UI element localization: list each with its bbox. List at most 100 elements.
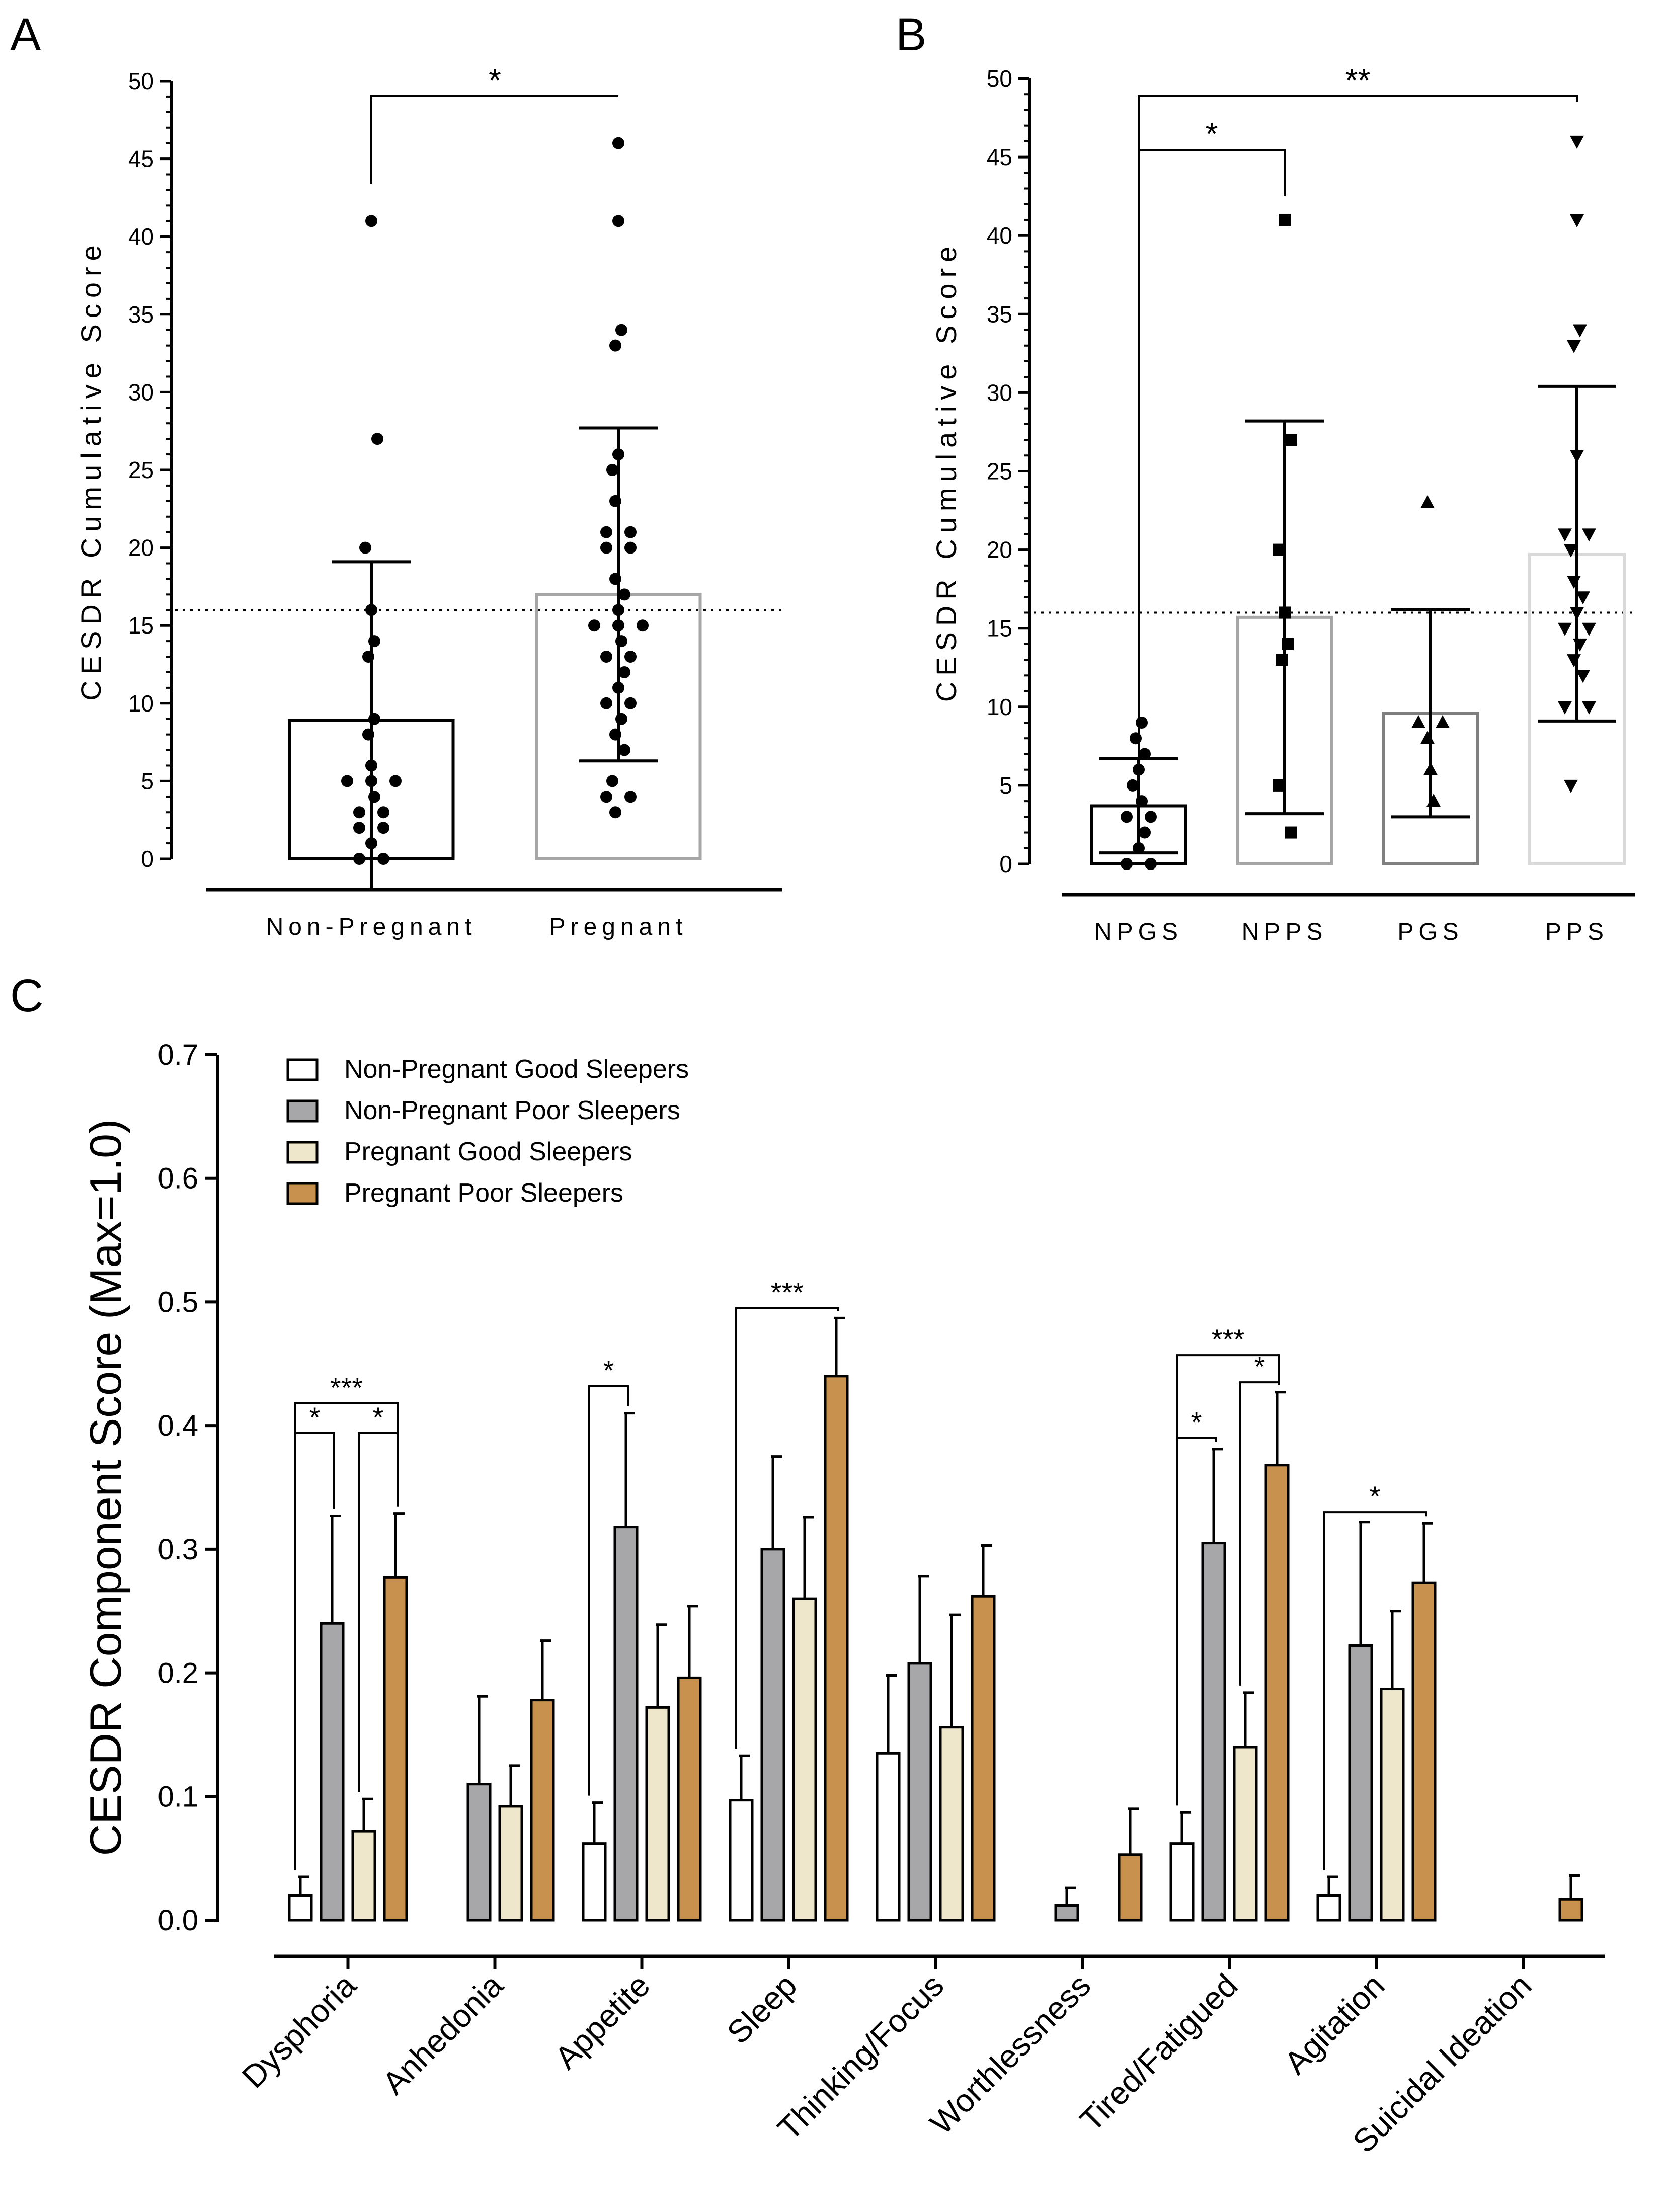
bar bbox=[1380, 1688, 1405, 1922]
y-tick-label: 45 bbox=[987, 144, 1012, 170]
y-tick-label: 0 bbox=[999, 851, 1012, 877]
legend-label: Pregnant Good Sleepers bbox=[344, 1137, 632, 1166]
significance-bracket bbox=[370, 95, 618, 184]
significance-label: * bbox=[1254, 1351, 1265, 1382]
data-point bbox=[1576, 591, 1590, 605]
significance-label: *** bbox=[330, 1372, 363, 1403]
x-category-label: Non-Pregnant bbox=[266, 914, 477, 940]
bar bbox=[1264, 1464, 1290, 1922]
legend-label: Non-Pregnant Good Sleepers bbox=[344, 1055, 689, 1084]
y-tick-label: 0.2 bbox=[157, 1657, 198, 1690]
data-point bbox=[368, 713, 380, 725]
x-category-label: Tired/Fatigued bbox=[1073, 1967, 1244, 2139]
y-axis-title: CESDR Cumulative Score bbox=[930, 241, 962, 702]
y-axis-title: CESDR Cumulative Score bbox=[75, 239, 107, 701]
data-point bbox=[1279, 213, 1291, 226]
significance-label: * bbox=[1191, 1406, 1202, 1438]
data-point bbox=[1582, 528, 1596, 542]
data-point bbox=[365, 604, 377, 616]
data-point bbox=[1276, 654, 1288, 666]
data-point bbox=[362, 651, 374, 663]
data-point bbox=[1567, 654, 1581, 668]
data-point bbox=[1127, 779, 1139, 792]
x-category-label: Pregnant bbox=[549, 914, 688, 940]
x-category-label: Sleep bbox=[720, 1967, 804, 2051]
legend-swatch bbox=[286, 1058, 319, 1081]
bar bbox=[1558, 1898, 1583, 1922]
y-tick-label: 40 bbox=[987, 222, 1012, 249]
data-point bbox=[377, 853, 389, 865]
data-point bbox=[1423, 762, 1438, 775]
x-category-label: NPPS bbox=[1242, 919, 1328, 945]
data-point bbox=[615, 324, 627, 336]
data-point bbox=[365, 775, 377, 787]
data-point bbox=[1420, 731, 1435, 744]
data-point bbox=[624, 651, 637, 663]
bar bbox=[876, 1752, 901, 1922]
data-point bbox=[1121, 811, 1133, 823]
y-tick-label: 30 bbox=[128, 379, 154, 405]
y-tick-label: 20 bbox=[987, 537, 1012, 563]
data-point bbox=[606, 464, 618, 476]
legend-swatch bbox=[286, 1141, 319, 1164]
significance-bracket bbox=[588, 1385, 629, 1796]
significance-bracket bbox=[1138, 149, 1286, 845]
data-point bbox=[609, 495, 621, 507]
x-category-label: NPGS bbox=[1094, 919, 1183, 945]
significance-label: * bbox=[1370, 1480, 1381, 1512]
significance-bracket bbox=[1323, 1511, 1427, 1870]
y-tick-label: 50 bbox=[128, 68, 154, 94]
data-point bbox=[637, 619, 649, 632]
significance-label: *** bbox=[1212, 1323, 1244, 1355]
data-point bbox=[600, 651, 612, 663]
y-tick-label: 50 bbox=[987, 65, 1012, 92]
y-tick-label: 0.6 bbox=[157, 1162, 198, 1195]
data-point bbox=[1285, 434, 1297, 446]
data-point bbox=[1573, 638, 1587, 652]
data-point bbox=[1582, 622, 1596, 636]
data-point bbox=[1273, 779, 1285, 792]
data-point bbox=[1139, 826, 1151, 839]
x-category-label: PGS bbox=[1397, 919, 1463, 945]
panel-c-letter: C bbox=[10, 970, 43, 1021]
data-point bbox=[359, 541, 371, 554]
data-point bbox=[1136, 717, 1148, 729]
legend-swatch bbox=[286, 1182, 319, 1205]
data-point bbox=[1576, 670, 1590, 683]
significance-label: ** bbox=[1345, 62, 1371, 98]
y-tick-label: 5 bbox=[141, 768, 154, 794]
y-tick-label: 25 bbox=[987, 458, 1012, 485]
data-point bbox=[1145, 858, 1157, 870]
y-tick-label: 35 bbox=[128, 301, 154, 328]
significance-label: * bbox=[489, 62, 501, 98]
data-point bbox=[1279, 606, 1291, 619]
data-point bbox=[365, 759, 377, 772]
y-tick-label: 0 bbox=[141, 846, 154, 872]
y-tick-label: 40 bbox=[128, 223, 154, 250]
data-point bbox=[609, 573, 621, 585]
y-tick-label: 0.1 bbox=[157, 1780, 198, 1813]
y-tick-label: 30 bbox=[987, 379, 1012, 406]
data-point bbox=[1570, 135, 1584, 149]
legend-swatch bbox=[286, 1099, 319, 1123]
data-point bbox=[612, 215, 624, 227]
x-category-label: PPS bbox=[1545, 919, 1609, 945]
data-point bbox=[1558, 701, 1572, 715]
data-point bbox=[1582, 701, 1596, 715]
data-point bbox=[1567, 340, 1581, 353]
y-tick-label: 0.3 bbox=[157, 1533, 198, 1566]
data-point bbox=[353, 806, 365, 819]
bar bbox=[760, 1548, 785, 1922]
y-axis-title: CESDR Component Score (Max=1.0) bbox=[81, 1119, 130, 1856]
bar bbox=[1348, 1644, 1373, 1922]
y-tick-label: 5 bbox=[999, 772, 1012, 799]
panel-c-chart: 0.0 0.1 0.2 0.3 0.4 0.5 0.6 0.7 CESDR Component … bbox=[81, 1039, 1605, 2160]
data-point bbox=[1570, 607, 1584, 620]
data-point bbox=[377, 806, 389, 819]
significance-label: *** bbox=[771, 1277, 804, 1308]
data-point bbox=[1570, 214, 1584, 227]
data-point bbox=[600, 526, 612, 538]
y-tick-label: 0.4 bbox=[157, 1409, 198, 1442]
data-point bbox=[368, 635, 380, 648]
legend-label: Pregnant Poor Sleepers bbox=[344, 1178, 623, 1208]
